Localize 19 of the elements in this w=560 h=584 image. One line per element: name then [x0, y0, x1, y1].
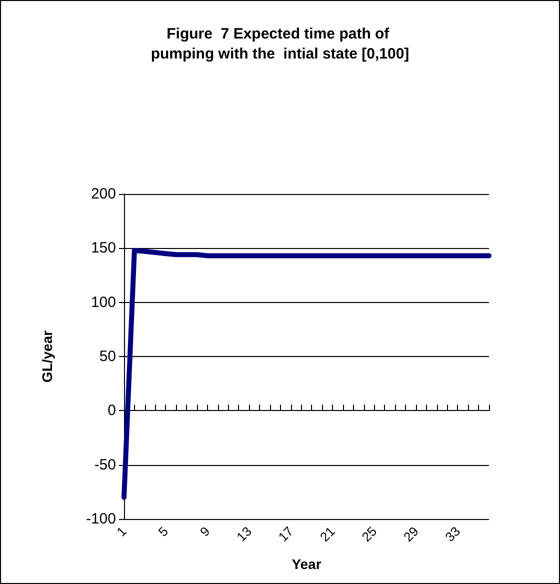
y-tick-label: 50: [99, 348, 116, 365]
chart-title: Figure 7 Expected time path of pumping with the intial state [0,100]: [150, 26, 410, 62]
y-tick-label: 100: [90, 294, 116, 311]
x-tick-label: 13: [234, 524, 254, 545]
y-tick-label: 0: [108, 402, 116, 420]
x-tick-label: 25: [358, 524, 380, 545]
x-tick-label: 5: [155, 524, 172, 540]
y-tick-label: -100: [86, 510, 116, 528]
x-tick-label: 17: [275, 524, 296, 545]
x-tick-label: 21: [317, 524, 338, 545]
x-tick-label: 29: [400, 524, 422, 545]
y-tick-label: 150: [90, 240, 116, 257]
y-tick-label: 200: [90, 186, 116, 202]
y-tick-label: -50: [94, 456, 116, 474]
y-axis-title: GL/year: [39, 330, 55, 383]
x-tick-label: 33: [442, 524, 464, 545]
x-tick-label: 1: [114, 524, 130, 540]
x-tick-label: 9: [197, 524, 213, 540]
x-axis-title: Year: [292, 556, 322, 572]
